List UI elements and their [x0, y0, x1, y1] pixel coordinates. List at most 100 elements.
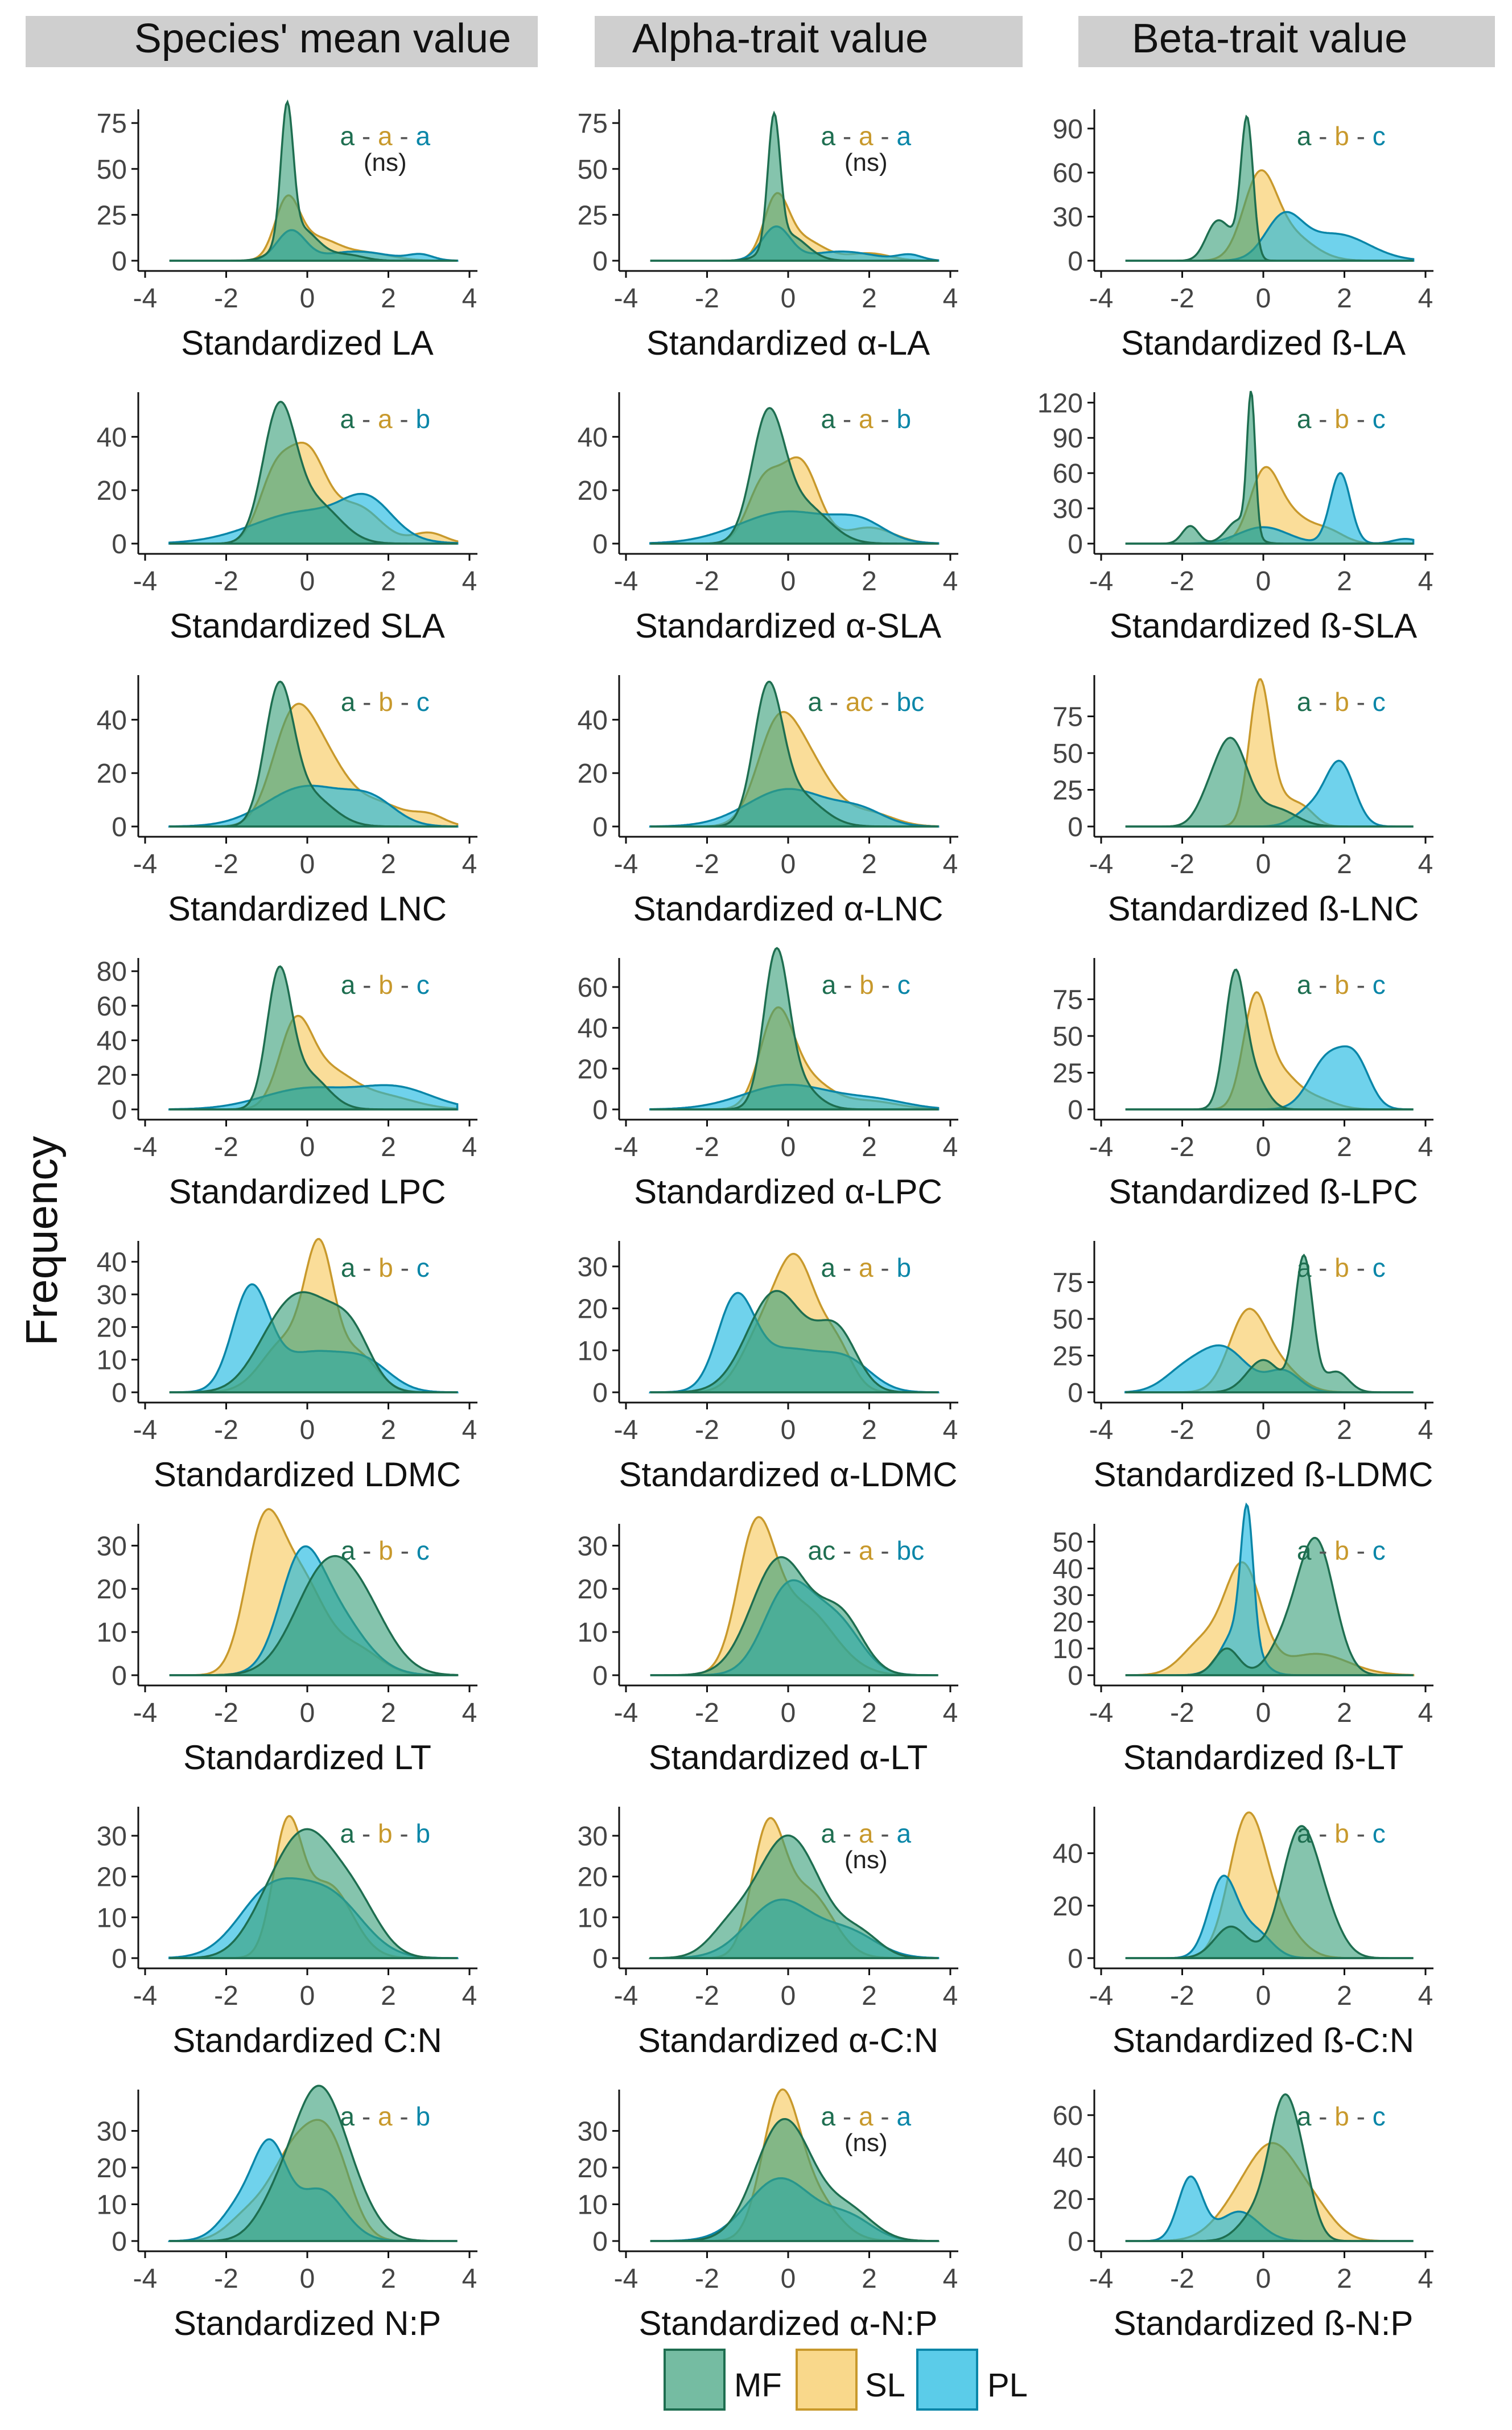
x-tick-label: 0 — [300, 1415, 315, 1445]
not-significant-label: (ns) — [364, 149, 407, 176]
y-tick-label: 20 — [1053, 1892, 1083, 1922]
letter-mf: a — [821, 1819, 836, 1848]
x-tick-label: 2 — [862, 2264, 877, 2294]
x-axis-label: Standardized LT — [183, 1738, 431, 1777]
x-axis-label: Standardized LA — [181, 324, 434, 362]
density-area-mf — [650, 947, 938, 1111]
column-title-text: Alpha-trait value — [632, 16, 928, 61]
x-tick-label: -2 — [1170, 1981, 1194, 2011]
x-tick-label: 4 — [462, 1981, 477, 2011]
letter-sl: a — [859, 2102, 874, 2131]
y-tick-label: 30 — [1053, 203, 1083, 233]
x-axis-label: Standardized ß-LT — [1123, 1738, 1403, 1777]
y-tick-label: 20 — [97, 1060, 127, 1091]
y-tick-label: 30 — [1053, 494, 1083, 524]
y-tick-label: 75 — [97, 109, 127, 139]
y-tick-label: 40 — [97, 1026, 127, 1056]
x-tick-label: 4 — [943, 1981, 958, 2011]
letter-pl: a — [896, 1819, 911, 1848]
y-tick-label: 60 — [1053, 2101, 1083, 2131]
letter-pl: c — [1373, 1819, 1386, 1848]
x-tick-label: -2 — [695, 1698, 719, 1728]
letter-pl: b — [415, 2102, 430, 2131]
letter-sl: b — [378, 1536, 393, 1565]
x-axis-label: Standardized ß-LPC — [1109, 1173, 1418, 1211]
x-tick-label: -4 — [1089, 283, 1114, 314]
y-tick-label: 60 — [97, 992, 127, 1022]
column-title-2: Beta-trait value — [1078, 16, 1495, 67]
y-tick-label: 30 — [578, 1252, 608, 1282]
significance-letters: a - ac - bc — [808, 687, 925, 717]
significance-letters: a - b - c — [1297, 404, 1386, 434]
letter-mf: a — [341, 1536, 356, 1565]
x-tick-label: 0 — [1256, 566, 1271, 597]
panel-0-2: 0 30 60 90 -4 -2 0 2 4 Standardized ß-LA a - b - c — [1053, 109, 1433, 362]
x-tick-label: 4 — [1418, 566, 1433, 597]
letter-pl: c — [1373, 687, 1386, 717]
letter-pl: b — [415, 1819, 430, 1848]
significance-letters: a - a - b — [340, 2102, 431, 2131]
density-area-mf — [169, 99, 458, 262]
letter-separator: - — [1311, 970, 1334, 1000]
letter-mf: a — [1297, 1536, 1312, 1565]
letter-separator: - — [393, 1253, 417, 1282]
legend-key-mf — [664, 2349, 726, 2411]
x-axis-label: Standardized α-LPC — [634, 1173, 942, 1211]
significance-letters: a - b - c — [341, 687, 430, 717]
letter-mf: a — [821, 1253, 836, 1282]
letter-separator: - — [1349, 1536, 1373, 1565]
x-tick-label: 2 — [1337, 1132, 1352, 1162]
x-tick-label: 4 — [1418, 1132, 1433, 1162]
significance-letters: a - a - a — [821, 1819, 912, 1848]
letter-pl: c — [417, 1536, 430, 1565]
letter-pl: c — [1373, 1536, 1386, 1565]
x-tick-label: 2 — [1337, 566, 1352, 597]
letter-mf: a — [821, 2102, 836, 2131]
y-tick-label: 10 — [578, 1903, 608, 1933]
significance-letters: a - b - c — [1297, 970, 1386, 1000]
letter-pl: c — [1373, 404, 1386, 434]
y-tick-label: 20 — [97, 2153, 127, 2184]
x-tick-label: 4 — [462, 2264, 477, 2294]
letter-separator: - — [393, 687, 417, 717]
density-area-mf — [169, 965, 458, 1111]
significance-letters: a - b - c — [1297, 1536, 1386, 1565]
letter-separator: - — [874, 1536, 897, 1565]
x-tick-label: 2 — [381, 1698, 396, 1728]
x-tick-label: -2 — [695, 1981, 719, 2011]
x-tick-label: 4 — [1418, 1698, 1433, 1728]
significance-letters: ac - a - bc — [808, 1536, 925, 1565]
letter-mf: a — [821, 404, 836, 434]
y-tick-label: 30 — [97, 2117, 127, 2147]
letter-mf: a — [341, 1253, 356, 1282]
y-tick-label: 30 — [97, 1280, 127, 1310]
y-tick-label: 30 — [1053, 1581, 1083, 1611]
x-tick-label: 2 — [862, 566, 877, 597]
x-tick-label: 2 — [381, 2264, 396, 2294]
letter-separator: - — [1311, 2102, 1334, 2131]
x-tick-label: 2 — [381, 566, 396, 597]
letter-separator: - — [835, 1253, 859, 1282]
letter-separator: - — [393, 404, 416, 434]
x-tick-label: 0 — [1256, 2264, 1271, 2294]
x-tick-label: 2 — [1337, 1698, 1352, 1728]
letter-separator: - — [836, 970, 859, 1000]
y-tick-label: 40 — [1053, 1554, 1083, 1584]
x-tick-label: 2 — [1337, 283, 1352, 314]
letter-separator: - — [355, 1253, 378, 1282]
x-axis-label: Standardized ß-LDMC — [1094, 1455, 1433, 1494]
letter-pl: c — [1373, 2102, 1386, 2131]
letter-separator: - — [355, 970, 378, 1000]
letter-separator: - — [835, 404, 859, 434]
density-area-mf — [650, 1290, 938, 1393]
x-tick-label: 0 — [781, 1698, 796, 1728]
significance-letters: a - b - c — [341, 1536, 430, 1565]
y-tick-label: 50 — [97, 155, 127, 185]
letter-separator: - — [874, 121, 897, 151]
y-tick-label: 0 — [1068, 2227, 1083, 2257]
letter-sl: b — [1334, 970, 1349, 1000]
panel-3-0: 0 20 40 60 80 -4 -2 0 2 4 Standardized LPC a - b - … — [97, 957, 477, 1211]
y-tick-label: 10 — [97, 1346, 127, 1376]
